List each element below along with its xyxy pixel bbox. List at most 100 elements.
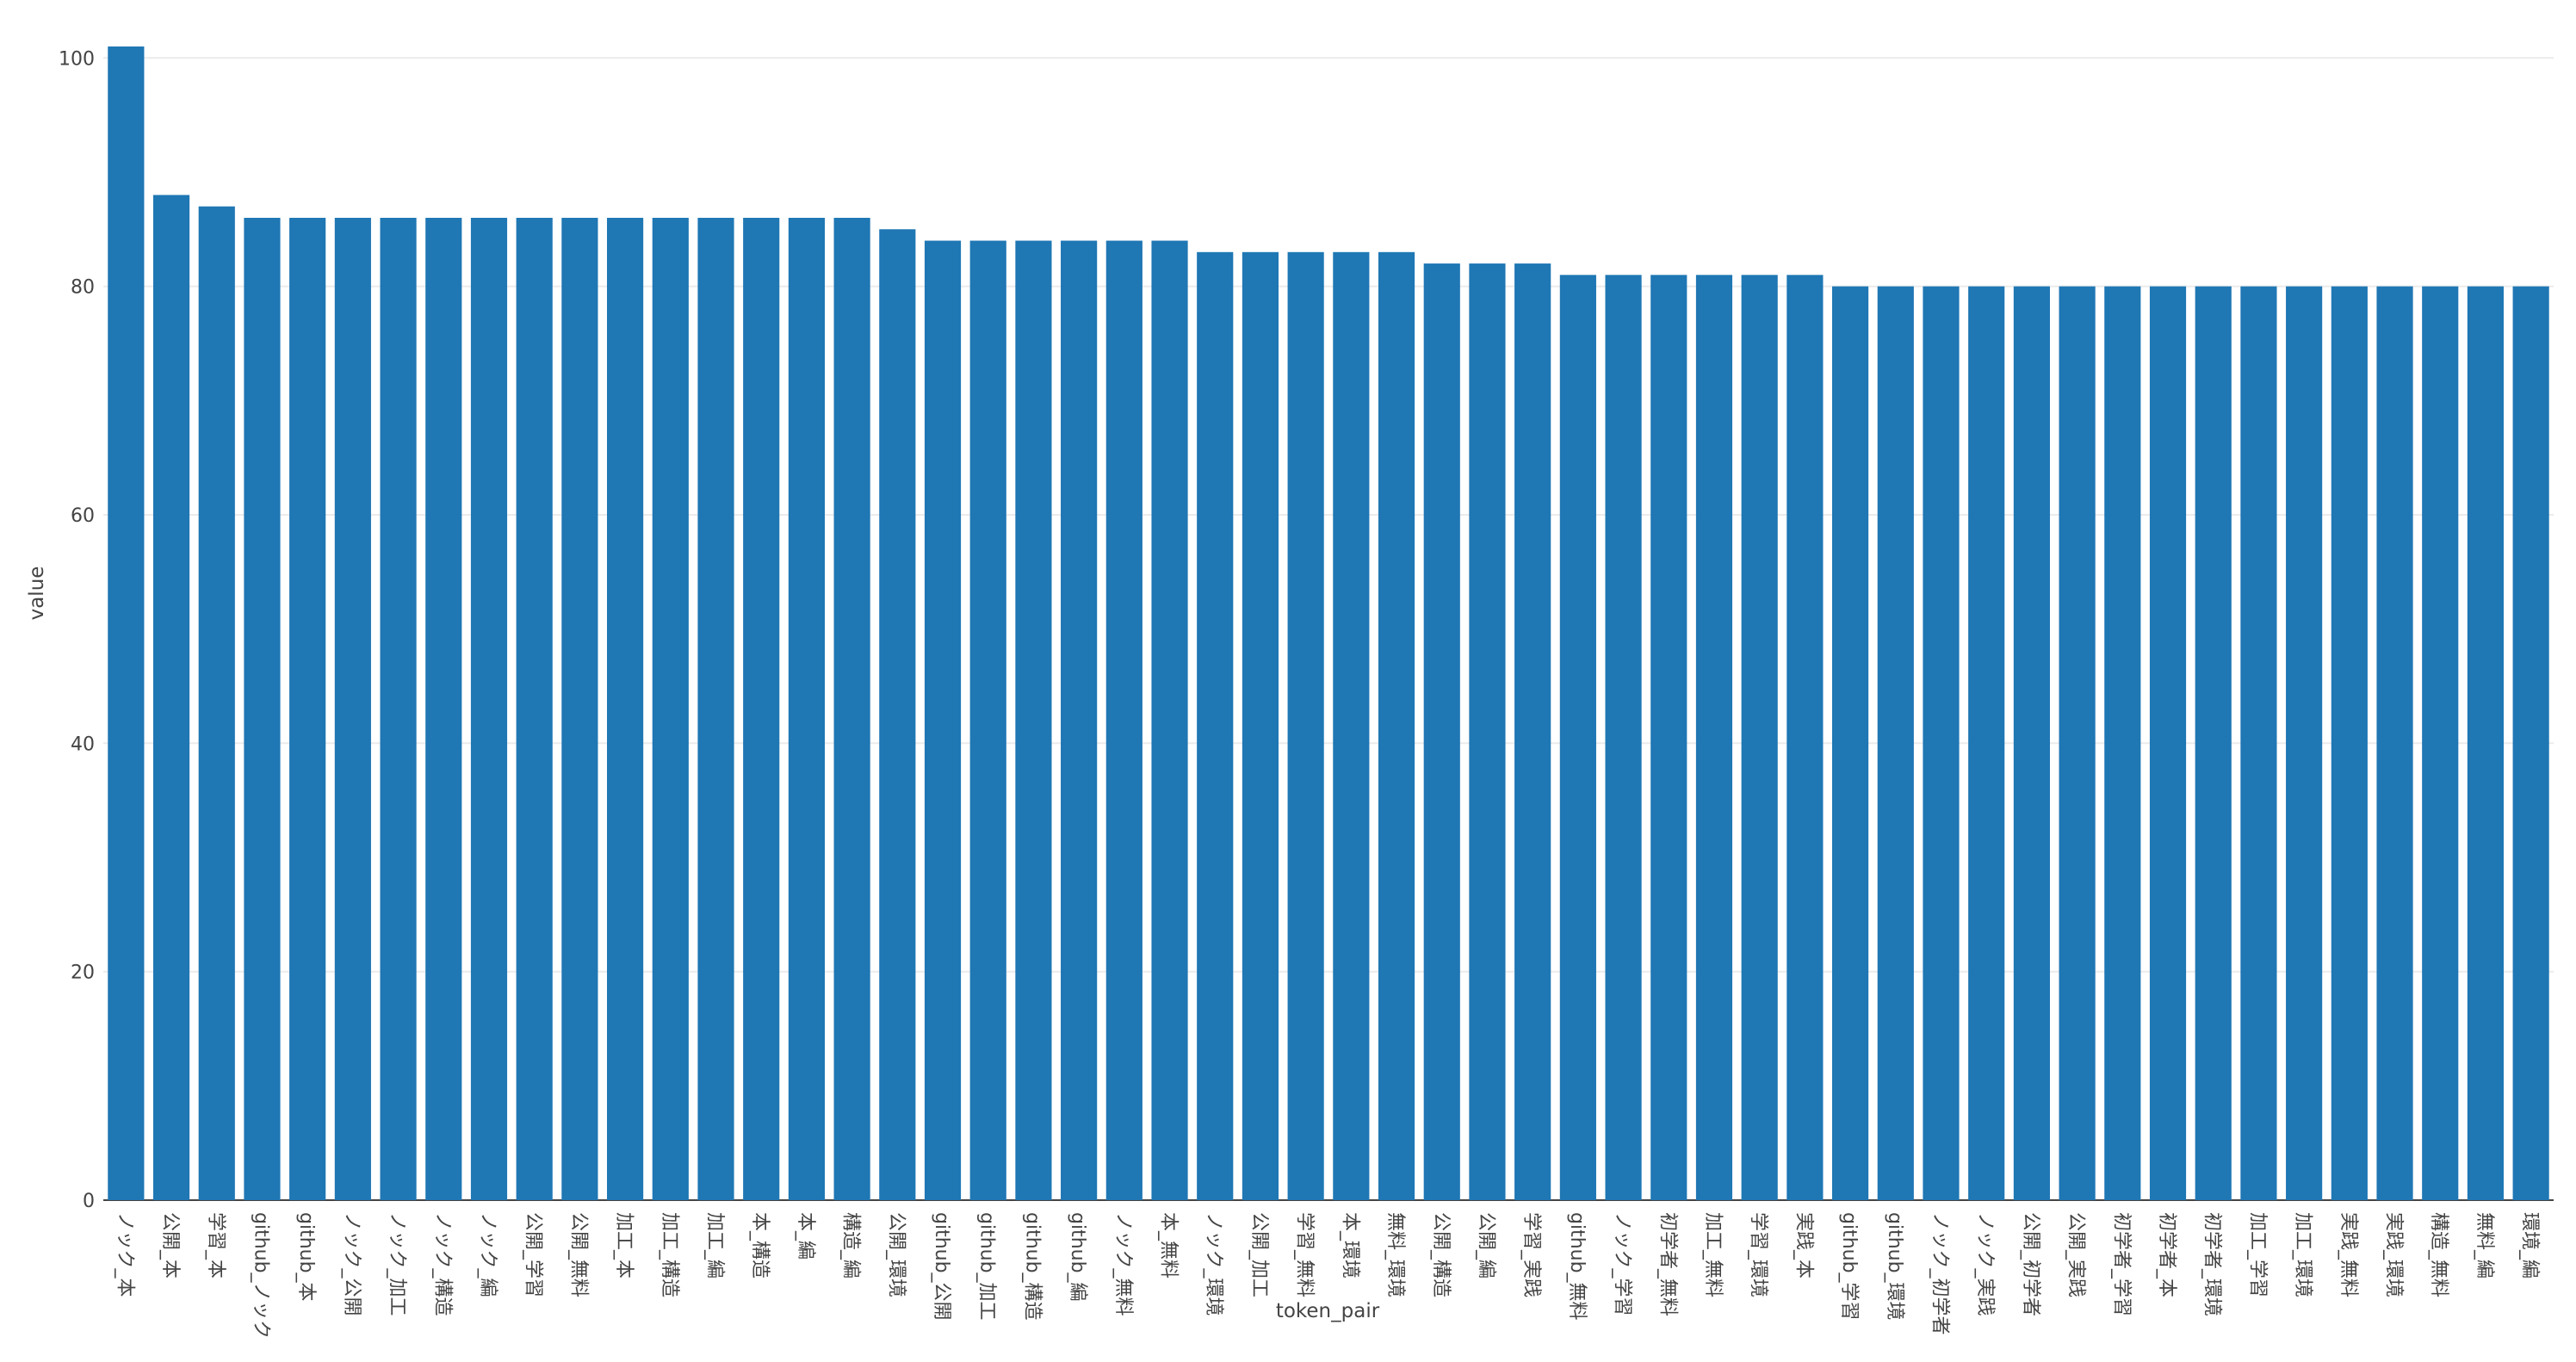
bar-22[interactable] <box>1061 240 1098 1200</box>
bar-26[interactable] <box>1242 251 1279 1200</box>
x-tick-label: 加工_環境 <box>2292 1212 2313 1297</box>
bar-4[interactable] <box>244 218 281 1201</box>
bar-42[interactable] <box>1968 286 2005 1200</box>
bar-48[interactable] <box>2240 286 2277 1200</box>
x-tick-label: 公開_構造 <box>1430 1212 1452 1297</box>
x-tick-label: github_構造 <box>1021 1212 1043 1321</box>
bar-25[interactable] <box>1197 251 1234 1200</box>
x-axis-title: token_pair <box>1276 1300 1380 1322</box>
bar-13[interactable] <box>652 218 689 1201</box>
bar-47[interactable] <box>2195 286 2232 1200</box>
x-tick-label: 学習_無料 <box>1294 1212 1316 1297</box>
x-tick-label: 構造_編 <box>840 1212 862 1278</box>
bar-50[interactable] <box>2331 286 2368 1200</box>
bar-34[interactable] <box>1605 275 1642 1200</box>
bar-2[interactable] <box>152 195 190 1201</box>
bar-43[interactable] <box>2013 286 2050 1200</box>
x-tick-label: github_ノック <box>250 1212 271 1339</box>
x-tick-label: 初学者_本 <box>2156 1212 2177 1297</box>
x-tick-label: 初学者_環境 <box>2201 1212 2223 1316</box>
x-tick-label: 初学者_無料 <box>1656 1212 1678 1316</box>
bar-45[interactable] <box>2104 286 2141 1200</box>
x-tick-label: 学習_実践 <box>1520 1212 1542 1297</box>
bar-12[interactable] <box>607 218 644 1201</box>
bar-54[interactable] <box>2512 286 2549 1200</box>
x-tick-label: ノック_実践 <box>1974 1212 1996 1316</box>
bar-15[interactable] <box>743 218 780 1201</box>
bar-11[interactable] <box>561 218 598 1201</box>
bar-36[interactable] <box>1695 275 1733 1200</box>
x-tick-label: ノック_無料 <box>1112 1212 1134 1316</box>
x-tick-label: ノック_環境 <box>1203 1212 1224 1316</box>
y-tick-label: 60 <box>71 505 95 527</box>
bar-39[interactable] <box>1832 286 1869 1200</box>
x-tick-label: ノック_構造 <box>431 1212 453 1316</box>
y-tick-label: 0 <box>83 1191 95 1212</box>
x-tick-label: 環境_編 <box>2519 1212 2541 1278</box>
bar-6[interactable] <box>334 218 371 1201</box>
bar-31[interactable] <box>1469 263 1506 1200</box>
y-tick-label: 40 <box>71 734 95 755</box>
x-tick-label: 初学者_学習 <box>2110 1212 2132 1316</box>
x-tick-label: 無料_編 <box>2474 1212 2495 1278</box>
x-tick-label: 加工_本 <box>613 1212 635 1278</box>
x-tick-label: ノック_編 <box>477 1212 498 1297</box>
bar-24[interactable] <box>1151 240 1188 1200</box>
x-tick-label: ノック_加工 <box>387 1212 408 1316</box>
y-tick-label: 20 <box>71 963 95 984</box>
x-tick-label: 学習_環境 <box>1748 1212 1769 1297</box>
bar-52[interactable] <box>2422 286 2459 1200</box>
bar-10[interactable] <box>516 218 553 1201</box>
x-tick-label: ノック_公開 <box>341 1212 362 1316</box>
x-tick-label: github_編 <box>1067 1212 1088 1302</box>
bar-20[interactable] <box>969 240 1006 1200</box>
bar-30[interactable] <box>1423 263 1460 1200</box>
bar-27[interactable] <box>1287 251 1324 1200</box>
bar-16[interactable] <box>788 218 825 1201</box>
x-tick-label: 公開_実践 <box>2065 1212 2087 1297</box>
bar-29[interactable] <box>1378 251 1415 1200</box>
bar-38[interactable] <box>1786 275 1824 1200</box>
bar-46[interactable] <box>2149 286 2187 1200</box>
x-tick-label: 実践_無料 <box>2338 1212 2359 1297</box>
bar-41[interactable] <box>1923 286 1960 1200</box>
bar-37[interactable] <box>1741 275 1778 1200</box>
bar-23[interactable] <box>1105 240 1142 1200</box>
x-tick-label: 公開_学習 <box>523 1212 544 1297</box>
bar-19[interactable] <box>924 240 962 1200</box>
bar-14[interactable] <box>697 218 734 1201</box>
x-tick-label: 実践_本 <box>1793 1212 1814 1278</box>
x-tick-label: 本_環境 <box>1339 1212 1360 1278</box>
bar-44[interactable] <box>2059 286 2096 1200</box>
bar-49[interactable] <box>2286 286 2323 1200</box>
bar-8[interactable] <box>425 218 462 1201</box>
x-tick-label: 構造_無料 <box>2428 1212 2449 1297</box>
x-tick-label: 公開_環境 <box>885 1212 907 1297</box>
bar-17[interactable] <box>833 218 870 1201</box>
x-tick-label: ノック_本 <box>114 1212 135 1297</box>
x-tick-label: github_公開 <box>931 1212 952 1321</box>
bar-53[interactable] <box>2467 286 2505 1200</box>
bar-3[interactable] <box>198 206 235 1201</box>
bar-33[interactable] <box>1559 275 1596 1200</box>
bar-1[interactable] <box>108 46 145 1200</box>
x-tick-label: 公開_加工 <box>1248 1212 1270 1297</box>
bar-40[interactable] <box>1877 286 1914 1200</box>
x-tick-label: github_無料 <box>1566 1212 1588 1321</box>
x-tick-label: 加工_構造 <box>659 1212 680 1297</box>
bar-21[interactable] <box>1015 240 1052 1200</box>
bar-35[interactable] <box>1650 275 1687 1200</box>
bar-9[interactable] <box>470 218 508 1201</box>
bar-28[interactable] <box>1333 251 1370 1200</box>
bar-5[interactable] <box>289 218 326 1201</box>
x-tick-label: 加工_無料 <box>1702 1212 1724 1297</box>
x-tick-label: 公開_初学者 <box>2020 1212 2041 1316</box>
bar-18[interactable] <box>879 229 916 1200</box>
bar-7[interactable] <box>380 218 417 1201</box>
x-tick-label: ノック_学習 <box>1612 1212 1633 1316</box>
x-tick-label: github_本 <box>295 1212 317 1302</box>
bar-51[interactable] <box>2376 286 2413 1200</box>
x-tick-label: 公開_無料 <box>567 1212 589 1297</box>
bar-32[interactable] <box>1514 263 1551 1200</box>
y-tick-label: 80 <box>71 277 95 299</box>
